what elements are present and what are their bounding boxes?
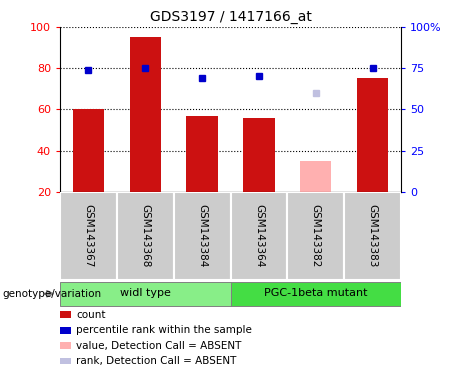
Bar xyxy=(230,282,401,306)
Text: value, Detection Call = ABSENT: value, Detection Call = ABSENT xyxy=(76,341,242,351)
Text: GSM143382: GSM143382 xyxy=(311,204,321,268)
Text: GSM143368: GSM143368 xyxy=(140,204,150,268)
Text: GSM143383: GSM143383 xyxy=(367,204,378,268)
Text: rank, Detection Call = ABSENT: rank, Detection Call = ABSENT xyxy=(76,356,236,366)
Bar xyxy=(60,282,230,306)
Bar xyxy=(344,192,401,280)
Text: GSM143384: GSM143384 xyxy=(197,204,207,268)
Bar xyxy=(300,161,331,192)
Title: GDS3197 / 1417166_at: GDS3197 / 1417166_at xyxy=(149,10,312,25)
Text: widl type: widl type xyxy=(120,288,171,298)
Bar xyxy=(174,192,230,280)
Bar xyxy=(117,192,174,280)
Text: PGC-1beta mutant: PGC-1beta mutant xyxy=(264,288,367,298)
Text: count: count xyxy=(76,310,106,320)
Bar xyxy=(230,192,287,280)
Text: GSM143367: GSM143367 xyxy=(83,204,94,268)
Bar xyxy=(243,118,275,192)
Bar xyxy=(186,116,218,192)
Bar xyxy=(130,37,161,192)
Bar xyxy=(357,78,388,192)
Text: percentile rank within the sample: percentile rank within the sample xyxy=(76,325,252,335)
Text: GSM143364: GSM143364 xyxy=(254,204,264,268)
Bar xyxy=(287,192,344,280)
Bar xyxy=(73,109,104,192)
Text: genotype/variation: genotype/variation xyxy=(2,289,101,299)
Bar xyxy=(60,192,117,280)
